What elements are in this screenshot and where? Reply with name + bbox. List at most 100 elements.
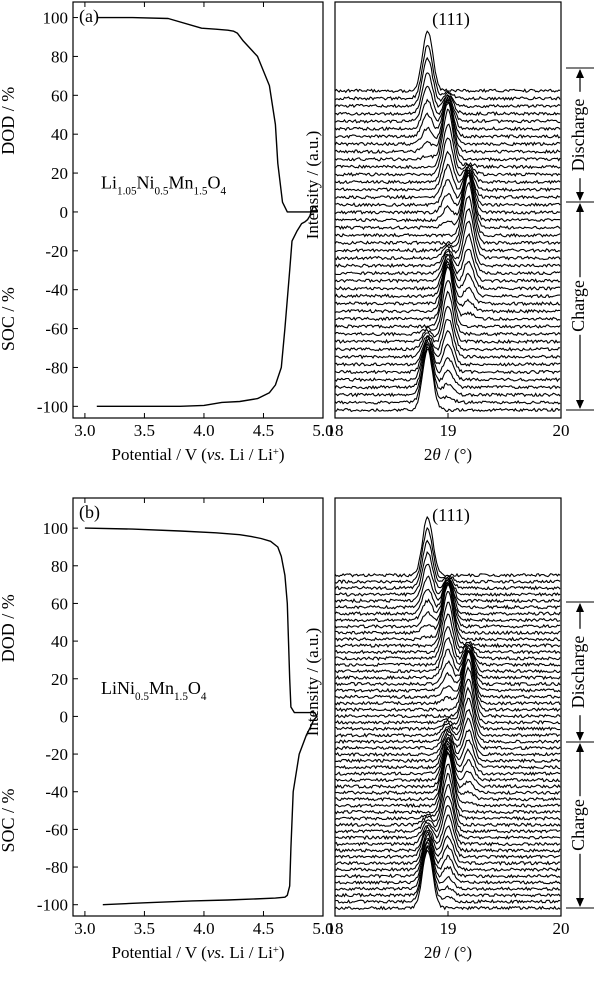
charge-label-bg <box>570 277 590 335</box>
xrd-trace <box>335 646 561 687</box>
y-tick-label: 100 <box>43 519 69 538</box>
xrd-trace <box>335 30 561 94</box>
y-tick-label: -80 <box>45 858 68 877</box>
xrd-trace <box>335 265 561 329</box>
x-tick-label: 4.5 <box>253 421 274 440</box>
xrd-trace <box>335 845 561 898</box>
xrd-trace <box>335 339 561 383</box>
xrd-trace <box>335 649 561 706</box>
y-tick-label: -80 <box>45 358 68 377</box>
x-tick-label: 20 <box>553 421 570 440</box>
y-tick-label: -40 <box>45 783 68 802</box>
xrd-trace <box>335 590 561 649</box>
xrd-trace <box>335 345 561 405</box>
xrd-trace <box>335 174 561 238</box>
xrd-trace <box>335 258 561 307</box>
ylabel-soc: SOC / % <box>0 287 18 351</box>
discharge-arrowhead <box>576 603 584 612</box>
y-tick-label: 0 <box>60 203 69 222</box>
xrd-trace <box>335 44 561 101</box>
charge-arrowhead <box>576 400 584 409</box>
echem-panel-a: 3.0 3.5 4.0 4.5 5.0 100 80 60 40 20 0 -20 -40 -60 -80 -… <box>0 1 334 464</box>
y-tick-label: -100 <box>37 397 68 416</box>
x-tick-label: 20 <box>553 919 570 938</box>
xrd-trace <box>335 348 561 413</box>
discharge-arrowhead <box>576 192 584 201</box>
compound-label: Li1.05Ni0.5Mn1.5O4 <box>101 173 226 198</box>
xrd-trace <box>335 181 561 246</box>
x-tick-label: 19 <box>440 919 457 938</box>
xrd-trace <box>335 746 561 802</box>
xrd-trace-mask <box>335 846 561 916</box>
xrd-trace <box>335 763 561 821</box>
y-tick-label: 20 <box>51 670 68 689</box>
xrd-trace <box>335 831 561 866</box>
y-tick-label: 40 <box>51 632 68 651</box>
ylabel-dod: DOD / % <box>0 594 18 662</box>
x-tick-label: 3.0 <box>74 919 95 938</box>
xrd-trace <box>335 343 561 398</box>
xrd-trace <box>335 337 561 375</box>
panel-label: (a) <box>79 6 99 27</box>
discharge-label-bg <box>570 91 590 179</box>
x-tick-label: 4.0 <box>193 919 214 938</box>
xrd-trace <box>335 280 561 337</box>
xrd-trace <box>335 841 561 891</box>
xrd-trace <box>335 56 561 109</box>
xrd-trace <box>335 123 561 177</box>
charge-arrowhead <box>576 743 584 752</box>
x-tick-label: 3.0 <box>74 421 95 440</box>
xrd-trace <box>335 169 561 208</box>
discharge-label: Discharge <box>568 636 588 709</box>
y-tick-label: -60 <box>45 320 68 339</box>
charge-arrowhead <box>576 203 584 212</box>
xrd-trace <box>335 832 561 873</box>
x-tick-label: 18 <box>327 421 344 440</box>
xrd-trace <box>335 728 561 764</box>
xrd-trace <box>335 150 561 193</box>
xrd-trace <box>335 208 561 261</box>
y-tick-label: -60 <box>45 820 68 839</box>
xrd-trace <box>335 636 561 674</box>
panel-label: (b) <box>79 502 100 523</box>
x-axis-label: 2θ / (°) <box>424 943 472 962</box>
peak-label: (111) <box>432 505 470 526</box>
xrd-trace <box>335 526 561 585</box>
xrd-trace <box>335 550 561 598</box>
x-tick-label: 4.5 <box>253 919 274 938</box>
xrd-trace <box>335 85 561 124</box>
xrd-trace <box>335 163 561 200</box>
xrd-trace <box>335 170 561 223</box>
y-tick-label: -40 <box>45 281 68 300</box>
xrd-trace <box>335 814 561 853</box>
xrd-traces <box>335 515 561 916</box>
xrd-trace <box>335 305 561 352</box>
x-tick-label: 3.5 <box>134 421 155 440</box>
xrd-trace <box>335 647 561 693</box>
xrd-trace <box>335 686 561 738</box>
xrd-trace <box>335 172 561 231</box>
plot-frame <box>72 1 324 419</box>
xrd-traces <box>335 30 561 418</box>
xrd-trace <box>335 750 561 809</box>
xrd-trace <box>335 330 561 367</box>
x-tick-label: 19 <box>440 421 457 440</box>
discharge-label-bg <box>570 628 590 716</box>
xrd-trace <box>335 717 561 757</box>
xrd-trace <box>335 838 561 886</box>
xrd-trace <box>335 738 561 776</box>
xrd-trace <box>335 584 561 642</box>
xrd-trace <box>335 290 561 345</box>
x-axis-label: Potential / V (vs. Li / Li+) <box>112 943 285 962</box>
y-tick-label: -100 <box>37 896 68 915</box>
xrd-trace <box>335 736 561 770</box>
plot-frame <box>72 497 324 917</box>
y-tick-label: 80 <box>51 47 68 66</box>
xrd-trace <box>335 678 561 732</box>
xrd-trace <box>335 849 561 911</box>
xrd-trace <box>335 658 561 719</box>
x-tick-label: 18 <box>327 919 344 938</box>
xrd-trace <box>335 697 561 745</box>
x-tick-label: 5.0 <box>312 421 333 440</box>
